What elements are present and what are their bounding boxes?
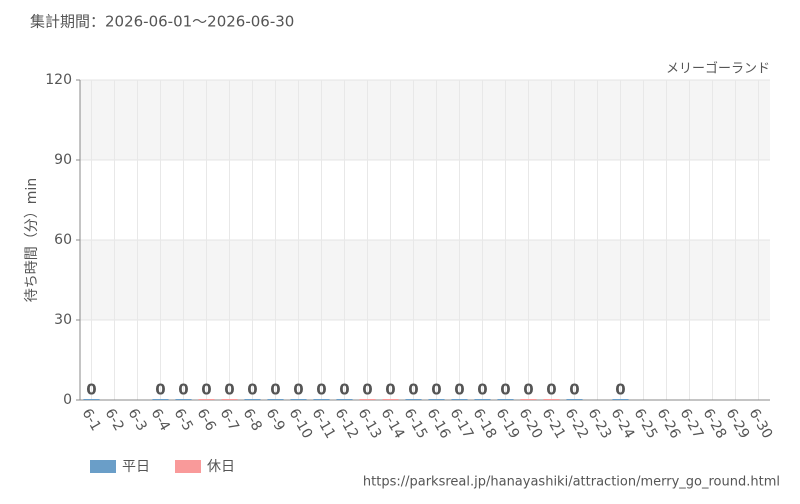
y-tick-label: 120 — [45, 72, 72, 88]
y-axis-label: 待ち時間（分）min — [24, 178, 40, 302]
bar — [359, 399, 376, 400]
x-tick-label: 6-7 — [217, 406, 242, 434]
data-label: 0 — [201, 381, 211, 399]
data-label: 0 — [178, 381, 188, 399]
x-tick-label: 6-16 — [424, 406, 454, 442]
bar — [290, 399, 307, 400]
bar — [428, 399, 445, 400]
x-tick-label: 6-25 — [631, 406, 661, 442]
bar — [198, 399, 215, 400]
x-tick-label: 6-21 — [539, 406, 569, 442]
legend-label: 平日 — [122, 459, 150, 475]
x-tick-label: 6-4 — [148, 406, 173, 434]
data-label: 0 — [86, 381, 96, 399]
x-tick-label: 6-28 — [700, 406, 730, 442]
legend-swatch — [175, 460, 201, 473]
data-label: 0 — [408, 381, 418, 399]
x-tick-label: 6-20 — [516, 406, 546, 442]
x-tick-label: 6-24 — [608, 406, 638, 442]
data-label: 0 — [523, 381, 533, 399]
x-tick-label: 6-2 — [102, 406, 127, 434]
legend-label: 休日 — [207, 459, 235, 475]
data-label: 0 — [339, 381, 349, 399]
bar — [152, 399, 169, 400]
bar — [612, 399, 629, 400]
bar — [83, 399, 100, 400]
x-tick-label: 6-30 — [746, 406, 776, 442]
data-label: 0 — [477, 381, 487, 399]
x-tick-label: 6-3 — [125, 406, 150, 434]
bar — [336, 399, 353, 400]
source: https://parksreal.jp/hanayashiki/attract… — [363, 475, 780, 490]
bar — [405, 399, 422, 400]
x-tick-label: 6-10 — [286, 406, 316, 442]
x-tick-label: 6-6 — [194, 406, 219, 434]
x-tick-label: 6-29 — [723, 406, 753, 442]
x-tick-label: 6-13 — [355, 406, 385, 442]
x-tick-label: 6-5 — [171, 406, 196, 434]
x-tick-label: 6-14 — [378, 406, 408, 442]
bar — [543, 399, 560, 400]
data-label: 0 — [500, 381, 510, 399]
band — [80, 240, 770, 320]
x-tick-label: 6-11 — [309, 406, 339, 442]
data-label: 0 — [431, 381, 441, 399]
x-tick-label: 6-12 — [332, 406, 362, 442]
band — [80, 80, 770, 160]
data-label: 0 — [224, 381, 234, 399]
data-label: 0 — [569, 381, 579, 399]
x-tick-label: 6-9 — [263, 406, 288, 434]
legend-swatch — [90, 460, 116, 473]
bar — [451, 399, 468, 400]
data-label: 0 — [615, 381, 625, 399]
bar — [474, 399, 491, 400]
chart-subtitle: 集計期間：2026-06-01～2026-06-30 — [30, 13, 294, 31]
y-tick-label: 0 — [63, 392, 72, 408]
bar — [221, 399, 238, 400]
x-tick-label: 6-27 — [677, 406, 707, 442]
x-tick-label: 6-18 — [470, 406, 500, 442]
data-label: 0 — [155, 381, 165, 399]
x-tick-label: 6-19 — [493, 406, 523, 442]
data-label: 0 — [293, 381, 303, 399]
x-tick-label: 6-1 — [79, 406, 104, 434]
bar — [244, 399, 261, 400]
bar — [175, 399, 192, 400]
bar — [497, 399, 514, 400]
data-label: 0 — [316, 381, 326, 399]
data-label: 0 — [385, 381, 395, 399]
data-label: 0 — [270, 381, 280, 399]
x-tick-label: 6-23 — [585, 406, 615, 442]
bar — [566, 399, 583, 400]
data-label: 0 — [546, 381, 556, 399]
x-tick-label: 6-8 — [240, 406, 265, 434]
bar — [267, 399, 284, 400]
bar — [313, 399, 330, 400]
y-tick-label: 30 — [54, 312, 72, 328]
x-tick-label: 6-22 — [562, 406, 592, 442]
bar — [520, 399, 537, 400]
y-tick-label: 60 — [54, 232, 72, 248]
chart-title: メリーゴーランド — [666, 61, 770, 77]
x-tick-label: 6-17 — [447, 406, 477, 442]
bar — [382, 399, 399, 400]
data-label: 0 — [454, 381, 464, 399]
y-tick-label: 90 — [54, 152, 72, 168]
data-label: 0 — [362, 381, 372, 399]
data-label: 0 — [247, 381, 257, 399]
x-tick-label: 6-26 — [654, 406, 684, 442]
x-tick-label: 6-15 — [401, 406, 431, 442]
